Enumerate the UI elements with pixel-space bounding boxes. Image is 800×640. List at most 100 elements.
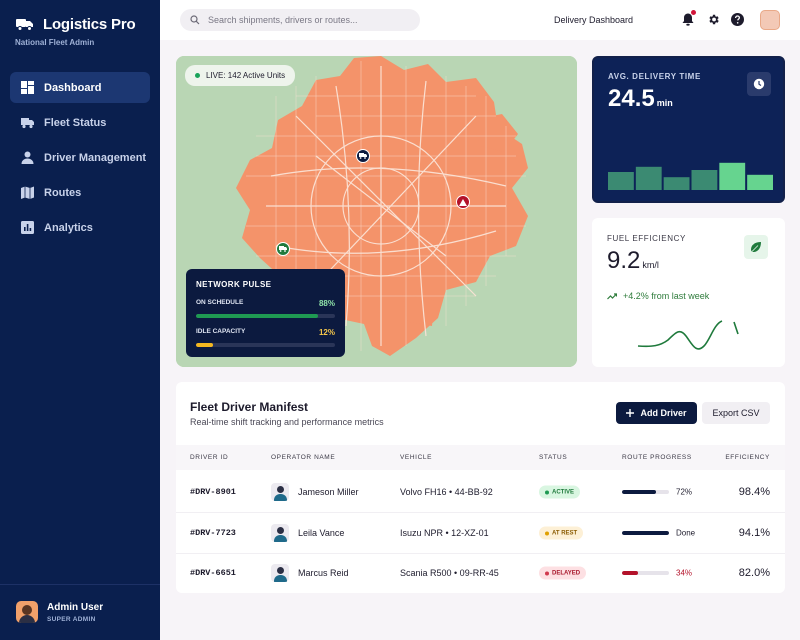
add-driver-button[interactable]: Add Driver	[616, 402, 697, 424]
row-divider	[176, 553, 785, 554]
route-progress-bar	[622, 531, 669, 535]
sidebar-item-fleet-status[interactable]: Fleet Status	[10, 107, 150, 138]
delivery-bar	[719, 162, 746, 190]
status-badge: ACTIVE	[539, 485, 581, 499]
efficiency-value: 82.0%	[738, 567, 770, 579]
search-bar[interactable]	[180, 9, 420, 31]
clock-icon	[747, 72, 771, 96]
sidebar-item-driver-management[interactable]: Driver Management	[10, 142, 150, 173]
avatar	[16, 601, 38, 623]
metric-label: AVG. DELIVERY TIME	[608, 72, 701, 81]
row-divider	[176, 512, 785, 513]
table-row[interactable]: #DRV-8901 Jameson Miller Volvo FH16 • 44-B…	[176, 472, 785, 512]
status-text: ACTIVE	[552, 489, 575, 495]
delivery-bar	[663, 177, 690, 190]
table-row[interactable]: #DRV-7723 Leila Vance Isuzu NPR • 12-XZ-01…	[176, 513, 785, 553]
pulse-progress-fill	[196, 343, 213, 347]
warning-icon	[459, 198, 467, 206]
live-units-label: LIVE: 142 Active Units	[206, 71, 286, 80]
avatar	[271, 564, 289, 582]
pulse-value: 88%	[318, 299, 335, 308]
delivery-bar	[635, 166, 662, 190]
pulse-row: IDLE CAPACITY 12%	[196, 328, 335, 337]
sidebar-item-label: Driver Management	[44, 151, 147, 164]
delivery-bar	[691, 170, 718, 190]
help-icon[interactable]	[730, 12, 744, 26]
status-dot	[545, 531, 549, 535]
column-header: DRIVER ID	[190, 454, 229, 461]
sidebar-item-label: Fleet Status	[44, 116, 107, 129]
pulse-progress-track	[196, 343, 335, 347]
person-icon	[21, 151, 34, 164]
delivery-bar	[747, 174, 773, 190]
add-driver-label: Add Driver	[640, 408, 687, 418]
notification-dot	[691, 10, 696, 15]
sidebar-item-analytics[interactable]: Analytics	[10, 212, 150, 243]
avatar	[271, 483, 289, 501]
pulse-label: ON SCHEDULE	[196, 299, 244, 306]
driver-id: #DRV-8901	[190, 487, 236, 497]
operator-name[interactable]: Marcus Reid	[298, 568, 349, 578]
search-icon	[190, 15, 200, 25]
route-progress-text: 34%	[676, 568, 693, 578]
vehicle: Scania R500 • 09-RR-45	[400, 568, 499, 578]
pulse-title: NETWORK PULSE	[196, 280, 272, 289]
vehicle: Volvo FH16 • 44-BB-92	[400, 487, 493, 497]
brand[interactable]: Logistics Pro	[15, 14, 136, 34]
status-dot	[545, 571, 549, 575]
bell-icon[interactable]	[681, 10, 696, 26]
status-badge: DELAYED	[539, 566, 587, 580]
map-icon	[21, 186, 34, 199]
sidebar-item-routes[interactable]: Routes	[10, 177, 150, 208]
sidebar-nav: Dashboard Fleet Status Driver Management…	[10, 72, 150, 247]
driver-manifest: Fleet Driver Manifest Real-time shift tr…	[176, 382, 785, 593]
search-input[interactable]	[208, 15, 408, 25]
export-csv-button[interactable]: Export CSV	[702, 402, 770, 424]
route-progress-bar	[622, 571, 669, 575]
status-dot	[545, 490, 549, 494]
status-text: AT REST	[552, 530, 578, 536]
manifest-subtitle: Real-time shift tracking and performance…	[190, 417, 384, 427]
gear-icon[interactable]	[706, 12, 720, 26]
fuel-trend-text: +4.2% from last week	[623, 291, 710, 301]
sidebar-item-label: Routes	[44, 186, 82, 199]
column-header: EFFICIENCY	[725, 454, 770, 461]
operator-name[interactable]: Jameson Miller	[298, 487, 359, 497]
trending-up-icon	[607, 292, 617, 299]
truck-icon	[15, 14, 35, 34]
column-header: ROUTE PROGRESS	[622, 454, 692, 461]
pulse-progress-fill	[196, 314, 319, 318]
plus-icon	[626, 409, 635, 417]
grid-icon	[21, 81, 34, 94]
live-map[interactable]: LIVE: 142 Active Units NETWORK PULSE ON …	[176, 56, 577, 367]
user-name: Admin User	[47, 601, 104, 613]
sidebar-item-label: Dashboard	[44, 81, 102, 94]
avatar	[271, 524, 289, 542]
operator-name[interactable]: Leila Vance	[298, 528, 345, 538]
pulse-value: 12%	[318, 328, 335, 337]
column-header: OPERATOR NAME	[271, 454, 336, 461]
metric-unit: min	[656, 98, 673, 108]
alert-marker[interactable]	[456, 195, 470, 209]
avatar[interactable]	[760, 10, 780, 30]
avg-delivery-card: AVG. DELIVERY TIME 24.5 min	[592, 56, 785, 203]
sidebar: Logistics Pro National Fleet Admin Dashb…	[0, 0, 160, 640]
page-title: Delivery Dashboard	[554, 15, 634, 25]
chart-icon	[21, 221, 34, 234]
fuel-sparkline	[637, 320, 739, 350]
user-profile[interactable]: Admin User SUPER ADMIN	[16, 601, 103, 623]
divider	[0, 584, 160, 585]
column-header: STATUS	[539, 454, 568, 461]
table-row[interactable]: #DRV-6651 Marcus Reid Scania R500 • 09-RR-…	[176, 553, 785, 593]
delivery-bar	[608, 172, 634, 190]
fuel-efficiency-card: FUEL EFFICIENCY 9.2 km/l +4.2% from last …	[592, 218, 785, 367]
pulse-label: IDLE CAPACITY	[196, 328, 246, 335]
efficiency-value: 94.1%	[738, 527, 770, 539]
driver-id: #DRV-6651	[190, 568, 236, 578]
sidebar-item-dashboard[interactable]: Dashboard	[10, 72, 150, 103]
table-header: DRIVER ID OPERATOR NAME VEHICLE STATUS R…	[176, 445, 785, 470]
truck-marker[interactable]	[276, 242, 290, 256]
truck-marker[interactable]	[356, 149, 370, 163]
route-progress-fill	[622, 571, 638, 575]
live-units-pill: LIVE: 142 Active Units	[185, 65, 296, 86]
